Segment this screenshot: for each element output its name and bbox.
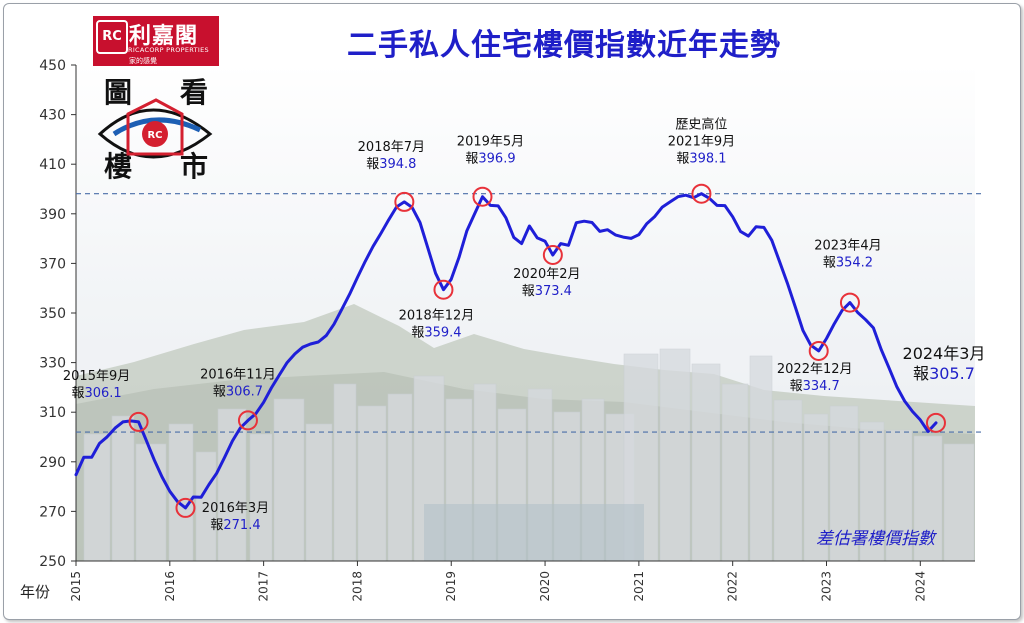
annotation-date: 2019年5月 xyxy=(457,135,524,150)
highlight-circle xyxy=(839,292,860,313)
annotation-date: 2018年7月 xyxy=(358,140,425,155)
annotation-value: 報354.2 xyxy=(823,256,873,271)
x-axis-title: 年份 xyxy=(20,583,50,601)
building-shape xyxy=(773,399,803,562)
building-shape xyxy=(659,348,691,562)
annotation-date: 2016年11月 xyxy=(200,367,276,382)
series-layer xyxy=(74,192,938,510)
logo-name-en: RICACORP PROPERTIES xyxy=(128,46,209,54)
y-tick-label: 250 xyxy=(39,554,66,570)
logo-tagline: 家的感覺 xyxy=(129,57,157,65)
chart-axes: 250 270 290 310 330 350 370 390 410 430 450 2015 201… xyxy=(20,58,975,602)
x-tick-label: 2018 xyxy=(350,571,364,602)
annotation-date: 2015年9月 xyxy=(63,369,130,384)
house-outline xyxy=(126,98,184,156)
x-tick-label: 2023 xyxy=(819,571,833,602)
highlight-circle xyxy=(808,340,829,361)
eye-pupil xyxy=(142,121,168,147)
highlight-circle xyxy=(925,412,946,433)
building-shape xyxy=(357,405,387,562)
building-shape xyxy=(859,421,885,562)
annotation-date: 2023年4月 xyxy=(814,239,881,254)
y-tick-label: 390 xyxy=(39,207,66,223)
badge-icon: 圖看樓 市RC xyxy=(97,76,213,183)
highlight-circle xyxy=(691,183,712,204)
building-shape xyxy=(387,393,413,562)
logo-mark-icon: RC xyxy=(96,20,128,54)
chart-frame: 250 270 290 310 330 350 370 390 410 430 450 2015 201… xyxy=(3,3,1021,620)
x-tick-label: 2015 xyxy=(69,571,83,602)
annotation-date: 2021年9月 xyxy=(668,135,735,150)
harbour-shape xyxy=(424,504,644,561)
highlight-circle xyxy=(394,191,415,212)
x-tick-label: 2016 xyxy=(163,571,177,602)
annotation-date: 歷史高位 xyxy=(675,117,727,133)
eye-blue-arc xyxy=(112,117,202,137)
annotation-value: 報359.4 xyxy=(411,326,461,341)
annotation-value: 報306.1 xyxy=(71,386,121,401)
annotation-value: 報373.4 xyxy=(522,284,572,299)
building-shape xyxy=(885,429,913,562)
reference-lines xyxy=(76,193,981,433)
photo-wash xyxy=(76,65,975,561)
annotation-date: 2024年3月 xyxy=(903,344,986,363)
highlight-circle xyxy=(237,410,258,431)
annotation-value: 報396.9 xyxy=(465,152,515,167)
building-shape xyxy=(217,408,247,562)
highlight-circle xyxy=(433,279,454,300)
annotation-value: 報306.7 xyxy=(213,384,263,399)
company-logo: RC 利嘉閣 RICACORP PROPERTIES 家的感覺 xyxy=(93,16,219,66)
highlight-circle xyxy=(542,244,563,265)
y-tick-label: 370 xyxy=(39,256,66,272)
badge-char: 市 xyxy=(180,150,208,183)
y-tick-label: 430 xyxy=(39,108,66,124)
x-tick-label: 2022 xyxy=(726,571,740,602)
y-tick-label: 410 xyxy=(39,157,66,173)
building-shape xyxy=(721,383,749,562)
building-shape xyxy=(691,363,721,562)
annotation-value: 報398.1 xyxy=(676,152,726,167)
annotation-date: 2020年2月 xyxy=(513,267,580,282)
logo-name-cn: 利嘉閣 xyxy=(129,23,199,49)
building-shape xyxy=(913,435,943,562)
annotation-date: 2016年3月 xyxy=(202,501,269,516)
y-tick-label: 270 xyxy=(39,504,66,520)
highlight-circle xyxy=(175,497,196,518)
y-tick-label: 350 xyxy=(39,306,66,322)
x-tick-label: 2021 xyxy=(632,571,646,602)
x-tick-label: 2019 xyxy=(444,571,458,602)
series-line xyxy=(74,192,938,510)
annotation-value: 報334.7 xyxy=(790,379,840,394)
badge-mark-text: RC xyxy=(147,130,162,141)
x-tick-label: 2024 xyxy=(913,571,927,602)
highlight-circle xyxy=(128,411,149,432)
y-tick-label: 330 xyxy=(39,356,66,372)
y-tick-label: 290 xyxy=(39,455,66,471)
y-tick-label: 450 xyxy=(39,58,66,74)
annotation-value: 報271.4 xyxy=(210,518,260,533)
building-shape xyxy=(803,413,829,562)
chart-title: 二手私人住宅樓價指數近年走勢 xyxy=(347,28,781,63)
y-tick-label: 310 xyxy=(39,405,66,421)
annotation-date: 2018年12月 xyxy=(399,309,475,324)
source-label: 差估署樓價指數 xyxy=(816,529,937,549)
x-tick-label: 2020 xyxy=(538,571,552,602)
annotation-value: 報305.7 xyxy=(913,364,975,383)
badge-char: 看 xyxy=(180,76,208,109)
price-index-chart: 250 270 290 310 330 350 370 390 410 430 450 2015 201… xyxy=(20,58,986,602)
annotation-date: 2022年12月 xyxy=(777,362,853,377)
x-tick-label: 2017 xyxy=(257,571,271,602)
annotation-value: 報394.8 xyxy=(366,157,416,172)
badge-char: 圖 xyxy=(104,76,132,109)
highlight-circle xyxy=(472,186,493,207)
building-shape xyxy=(943,443,975,562)
